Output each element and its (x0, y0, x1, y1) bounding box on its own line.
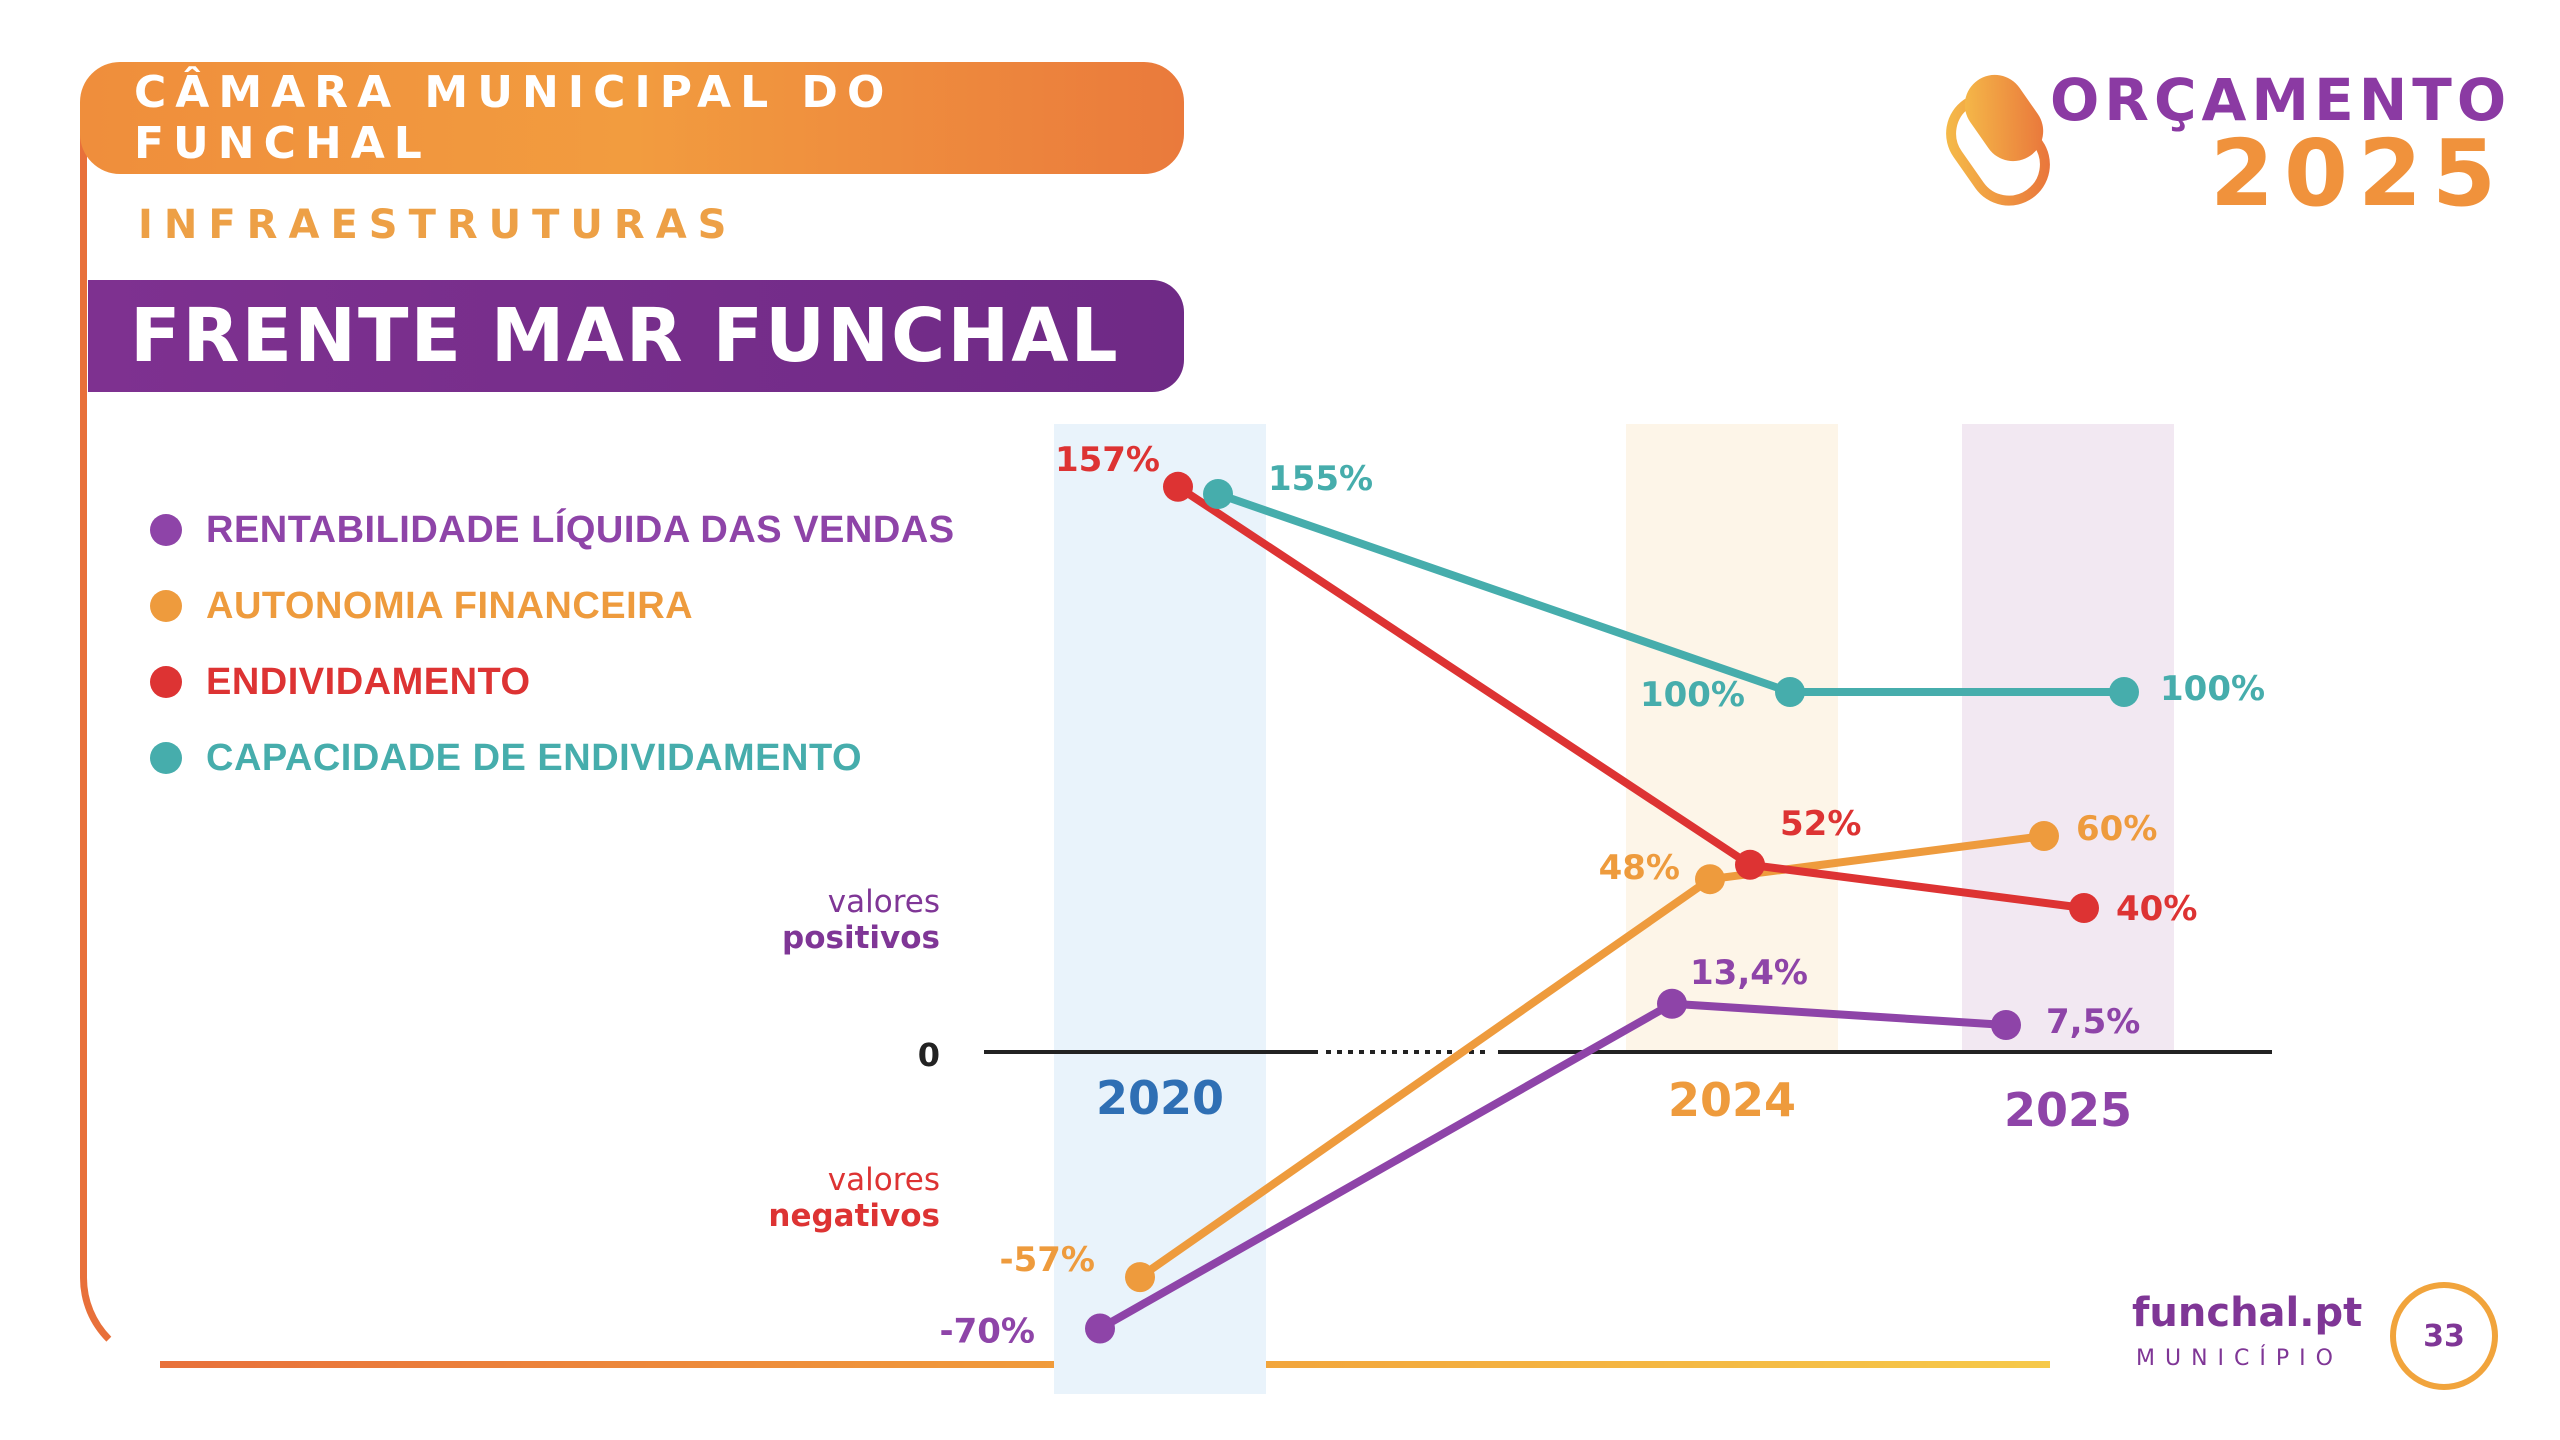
data-point (1203, 479, 1233, 509)
data-point (1695, 864, 1725, 895)
data-point (2069, 893, 2099, 923)
data-label: 7,5% (2046, 1002, 2140, 1042)
page-number: 33 (2423, 1318, 2465, 1354)
footer-brand: funchal.pt (2132, 1290, 2363, 1336)
data-point (2029, 821, 2059, 851)
data-label: 100% (2160, 669, 2265, 709)
negative-label-line2: negativos (768, 1198, 940, 1234)
data-label: 155% (1268, 459, 1373, 499)
footer-sub: MUNICÍPIO (2136, 1346, 2343, 1371)
negative-values-label: valores negativos (700, 1162, 940, 1234)
data-label: -57% (1000, 1240, 1096, 1280)
category-band (1054, 424, 1266, 1394)
data-label: 48% (1599, 848, 1680, 888)
data-label: 100% (1640, 675, 1745, 715)
series-line (1137, 832, 2045, 1281)
data-label: 52% (1780, 804, 1861, 844)
category-band (1626, 424, 1838, 1054)
positive-values-label: valores positivos (700, 884, 940, 956)
data-point (1163, 471, 1193, 502)
page-title: FRENTE MAR FUNCHAL (130, 293, 1120, 379)
legend-label: CAPACIDADE DE ENDIVIDAMENTO (206, 736, 863, 779)
data-point (1775, 677, 1805, 707)
legend-dot (150, 742, 182, 774)
data-point (1657, 988, 1687, 1019)
x-tick-label: 2025 (2004, 1083, 2132, 1137)
negative-label-line1: valores (827, 1162, 940, 1198)
budget-logo-icon (1946, 74, 2050, 206)
category-band (1962, 424, 2174, 1054)
page-number-badge: 33 (2390, 1282, 2498, 1390)
data-point (2109, 677, 2139, 707)
data-label: 157% (1055, 440, 1160, 480)
chart-legend: RENTABILIDADE LÍQUIDA DAS VENDAS AUTONOM… (150, 492, 955, 796)
legend-item: RENTABILIDADE LÍQUIDA DAS VENDAS (150, 492, 955, 568)
brand-year: 2025 (2210, 120, 2507, 227)
title-bar: FRENTE MAR FUNCHAL (88, 280, 1184, 392)
brand-title: ORÇAMENTO (2050, 66, 2512, 134)
legend-item: AUTONOMIA FINANCEIRA (150, 568, 955, 644)
legend-label: AUTONOMIA FINANCEIRA (206, 584, 694, 627)
legend-dot (150, 666, 182, 698)
data-point (1735, 849, 1765, 880)
org-header-bar: CÂMARA MUNICIPAL DO FUNCHAL (80, 62, 1184, 174)
positive-label-line2: positivos (782, 920, 940, 956)
org-name: CÂMARA MUNICIPAL DO FUNCHAL (134, 67, 894, 169)
legend-dot (150, 514, 182, 546)
legend-item: CAPACIDADE DE ENDIVIDAMENTO (150, 720, 955, 796)
data-label: 60% (2076, 809, 2157, 849)
section-label: INFRAESTRUTURAS (138, 202, 738, 248)
data-point (1125, 1262, 1155, 1293)
data-label: -70% (940, 1312, 1036, 1352)
data-point (1085, 1313, 1115, 1344)
zero-tick-label: 0 (918, 1036, 940, 1074)
x-tick-label: 2020 (1096, 1071, 1224, 1125)
data-label: 40% (2116, 889, 2197, 929)
data-point (1991, 1010, 2021, 1040)
page-frame (80, 120, 2050, 1368)
positive-label-line1: valores (827, 884, 940, 920)
x-tick-label: 2024 (1668, 1073, 1796, 1127)
legend-label: RENTABILIDADE LÍQUIDA DAS VENDAS (206, 508, 955, 551)
legend-dot (150, 590, 182, 622)
legend-label: ENDIVIDAMENTO (206, 660, 531, 703)
data-label: 13,4% (1690, 953, 1808, 993)
legend-item: ENDIVIDAMENTO (150, 644, 955, 720)
